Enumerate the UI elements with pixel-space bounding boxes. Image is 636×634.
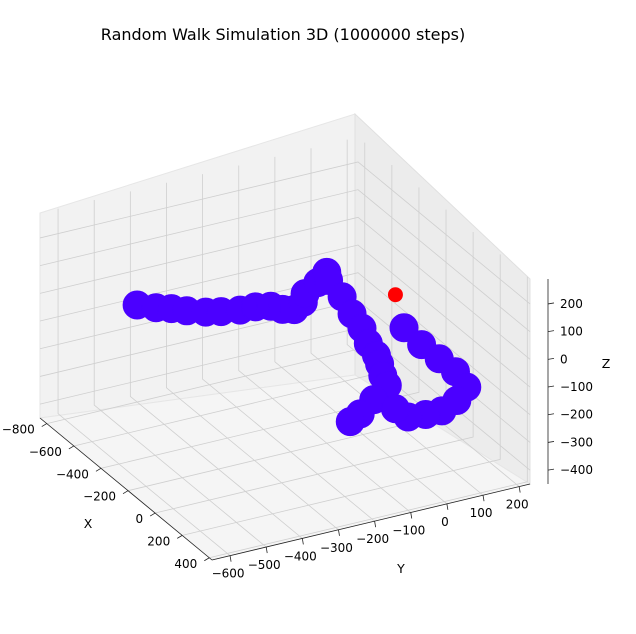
y-tick-mark-4 — [374, 521, 377, 528]
walk-points — [122, 257, 482, 437]
z-tick-label-5: −300 — [560, 435, 593, 449]
y-tick-mark-3 — [338, 529, 340, 536]
z-tick-mark-4 — [547, 413, 555, 416]
y-grid-line-1 — [93, 200, 267, 548]
x-grid-line-6 — [209, 276, 528, 559]
x-axis-line — [39, 417, 213, 561]
y-tick-label-1: −500 — [248, 558, 281, 572]
x-tick-mark-6 — [204, 557, 210, 562]
x-axis-label: X — [84, 516, 93, 531]
z-grid-line-4 — [39, 272, 531, 416]
z-tick-label-0: 200 — [560, 297, 583, 311]
x-tick-mark-4 — [149, 512, 156, 517]
pane-back-left — [39, 113, 356, 419]
x-tick-label-0: −800 — [2, 423, 35, 437]
y-grid-line-2 — [129, 191, 303, 539]
y-tick-label-7: 100 — [470, 506, 493, 520]
z-tick-label-4: −200 — [560, 408, 593, 422]
y-grid-line-3 — [166, 182, 339, 531]
y-grid-line-8 — [346, 139, 520, 487]
series-0-point-26 — [335, 407, 365, 437]
z-grid-line-1 — [39, 189, 531, 332]
z-grid-line-0 — [39, 161, 531, 305]
x-tick-label-3: −200 — [83, 490, 116, 504]
x-tick-label-4: 0 — [135, 512, 143, 526]
y-axis-line — [211, 483, 531, 561]
y-tick-label-6: 0 — [441, 515, 449, 529]
y-tick-label-5: −100 — [392, 524, 425, 538]
y-grid-line-4 — [202, 174, 375, 522]
z-tick-mark-0 — [547, 302, 555, 305]
x-tick-mark-3 — [122, 490, 129, 495]
y-tick-label-3: −300 — [320, 541, 353, 555]
y-tick-mark-0 — [229, 555, 232, 562]
y-tick-mark-6 — [446, 503, 449, 510]
y-tick-label-0: −600 — [212, 567, 245, 581]
y-grid-line-7 — [310, 148, 484, 496]
x-tick-label-6: 400 — [174, 557, 197, 571]
z-axis-label: Z — [602, 356, 611, 371]
z-tick-label-1: 100 — [560, 325, 583, 339]
grid-lines — [39, 139, 531, 559]
y-tick-label-4: −200 — [356, 532, 389, 546]
z-grid-line-2 — [39, 216, 531, 360]
z-tick-mark-6 — [547, 468, 555, 471]
y-tick-label-8: 200 — [506, 498, 529, 512]
chart-title: Random Walk Simulation 3D (1000000 steps… — [101, 25, 465, 44]
x-grid-line-2 — [100, 187, 420, 469]
y-tick-label-2: −400 — [284, 549, 317, 563]
z-tick-label-3: −100 — [560, 380, 593, 394]
x-tick-mark-1 — [68, 445, 75, 450]
z-tick-mark-1 — [547, 330, 555, 333]
y-axis-label: Y — [396, 561, 405, 576]
y-tick-mark-5 — [410, 512, 413, 519]
x-tick-label-2: −400 — [56, 467, 89, 481]
x-tick-mark-0 — [41, 423, 47, 427]
series-1-point-0 — [387, 287, 403, 303]
z-tick-mark-5 — [547, 441, 555, 443]
z-tick-label-6: −400 — [560, 463, 593, 477]
x-tick-mark-2 — [95, 467, 102, 472]
y-grid-line-5 — [238, 165, 412, 513]
y-tick-mark-1 — [265, 546, 268, 554]
y-grid-line-6 — [274, 156, 448, 505]
z-tick-label-2: 0 — [560, 352, 568, 366]
x-tick-mark-5 — [176, 535, 183, 539]
z-tick-mark-2 — [547, 357, 555, 360]
y-tick-mark-7 — [482, 495, 485, 502]
y-tick-mark-8 — [518, 486, 521, 493]
x-tick-label-5: 200 — [147, 534, 170, 548]
z-tick-mark-3 — [547, 385, 555, 388]
tick-labels: −800−600−400−2000200400−600−500−400−300−… — [2, 297, 593, 581]
axis-lines — [39, 279, 549, 561]
x-tick-label-1: −600 — [29, 445, 62, 459]
y-grid-line-0 — [57, 208, 231, 556]
series-0-point-36 — [380, 394, 410, 424]
y-tick-mark-2 — [301, 538, 304, 545]
x-grid-line-5 — [182, 254, 501, 536]
x-grid-line-4 — [155, 232, 474, 514]
